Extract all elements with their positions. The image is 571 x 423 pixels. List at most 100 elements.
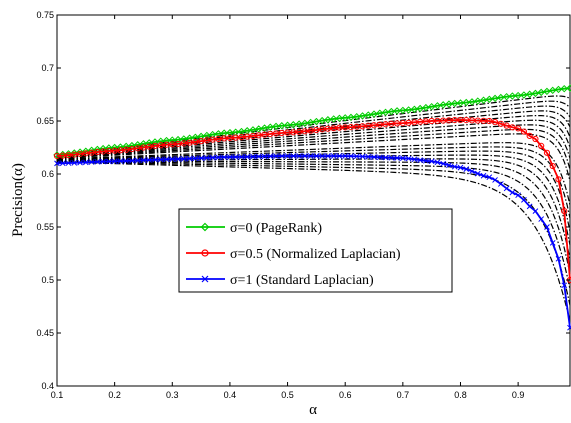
series-marker: [410, 105, 419, 113]
series-marker: [226, 134, 234, 142]
x-tick-label: 0.5: [281, 390, 294, 400]
series-marker: [427, 102, 436, 111]
series-marker: [250, 153, 256, 160]
series-marker: [238, 154, 245, 160]
series-marker: [301, 119, 309, 128]
series-marker: [290, 129, 297, 136]
series-marker: [329, 115, 338, 123]
series-marker: [192, 138, 199, 146]
series-marker: [215, 154, 222, 161]
series-marker: [198, 138, 205, 145]
series-marker: [140, 144, 147, 151]
series-marker: [376, 154, 383, 161]
series-marker: [168, 136, 176, 144]
series-marker: [521, 197, 527, 203]
series-marker: [140, 157, 147, 164]
x-ticks: 0.1 0.2 0.3 0.4 0.5 0.6 0.7 0.8 0.9: [51, 15, 524, 400]
curves-layer: [53, 84, 571, 331]
series-line: [56, 155, 571, 328]
series-marker: [525, 90, 534, 98]
series-marker: [497, 93, 505, 102]
series-marker: [428, 117, 435, 125]
series-marker: [560, 84, 568, 93]
series-marker: [393, 107, 401, 115]
series-marker: [330, 153, 337, 159]
series-marker: [146, 143, 153, 150]
series-marker: [128, 145, 136, 153]
y-tick-label: 0.45: [36, 328, 54, 338]
series-marker: [457, 116, 464, 124]
series-marker: [387, 107, 396, 116]
series-marker: [422, 118, 429, 125]
series-marker: [111, 147, 118, 154]
series-marker: [151, 138, 159, 146]
series-marker: [71, 159, 78, 166]
series-marker: [468, 117, 476, 124]
series-marker: [353, 123, 360, 130]
y-tick-label: 0.75: [36, 10, 54, 20]
x-tick-label: 0.1: [51, 390, 64, 400]
series-marker: [232, 154, 239, 160]
series-marker: [491, 119, 499, 126]
series-marker: [381, 108, 390, 117]
series-marker: [399, 120, 406, 127]
series-marker: [330, 125, 337, 132]
series-marker: [348, 153, 354, 159]
legend-label: σ=0 (PageRank): [230, 221, 322, 236]
series-marker: [261, 153, 268, 160]
intermediate-curve: [56, 124, 571, 159]
series-marker: [169, 156, 176, 163]
series-marker: [238, 134, 245, 141]
series-marker: [175, 156, 181, 162]
series-marker: [468, 98, 476, 106]
series-marker: [526, 203, 533, 210]
series-marker: [273, 153, 279, 159]
series-marker: [503, 185, 510, 192]
series-marker: [365, 122, 372, 129]
series-marker: [284, 129, 291, 136]
series-marker: [342, 153, 349, 159]
series-marker: [394, 155, 400, 161]
series-marker: [319, 126, 326, 133]
series-marker: [94, 158, 101, 165]
series-marker: [497, 120, 504, 127]
series-marker: [503, 122, 510, 129]
series-marker: [278, 129, 285, 137]
series-marker: [566, 84, 571, 92]
series-marker: [492, 177, 498, 183]
series-marker: [185, 134, 194, 142]
series-marker: [59, 152, 66, 159]
series-marker: [479, 96, 488, 104]
series-marker: [359, 123, 366, 130]
series-marker: [227, 154, 233, 160]
series-marker: [117, 147, 124, 154]
series-marker: [313, 153, 320, 159]
series-marker: [191, 133, 200, 141]
series-marker: [324, 125, 332, 132]
series-marker: [341, 114, 349, 122]
series-marker: [463, 166, 470, 172]
series-marker: [480, 172, 487, 179]
series-marker: [405, 155, 412, 162]
series-marker: [370, 110, 378, 118]
series-marker: [71, 151, 78, 158]
series-marker: [129, 157, 135, 164]
series-marker: [382, 154, 389, 161]
y-tick-label: 0.55: [36, 222, 54, 232]
intermediate-curve: [56, 114, 571, 158]
series-marker: [186, 139, 193, 146]
series-marker: [313, 126, 320, 134]
series-marker: [162, 136, 171, 145]
series-marker: [266, 123, 274, 131]
series-marker: [174, 140, 182, 148]
series-marker: [336, 153, 343, 159]
series-marker: [100, 148, 107, 155]
series-marker: [515, 192, 521, 199]
series-marker: [561, 282, 568, 289]
series-marker: [82, 159, 89, 166]
series-marker: [134, 145, 141, 152]
series-marker: [474, 117, 481, 124]
series-marker: [123, 158, 130, 164]
series-marker: [232, 134, 239, 141]
series-marker: [192, 155, 199, 162]
